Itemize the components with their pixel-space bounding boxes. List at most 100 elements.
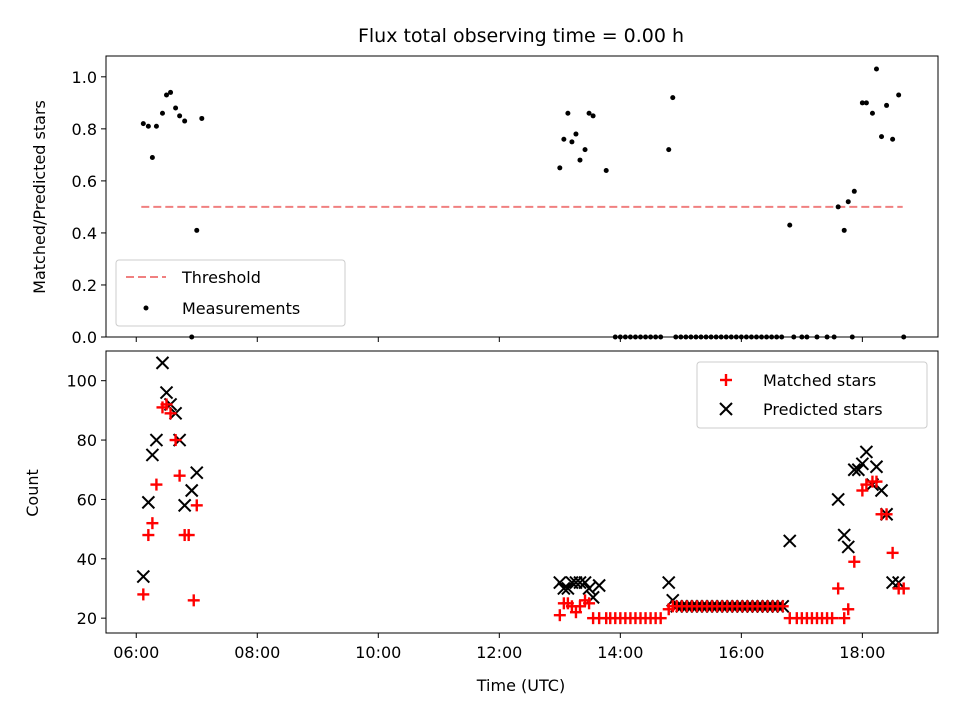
top-ytick-label: 0.6 <box>72 172 97 191</box>
bottom-xtick-label: 10:00 <box>355 643 401 662</box>
legend-predicted-swatch <box>719 402 733 416</box>
matched-star-point <box>187 594 200 607</box>
measurement-point: 06:20 0.81 <box>153 123 159 129</box>
matched-star-point <box>164 407 177 420</box>
predicted-star-point <box>592 578 606 593</box>
measurement-point: 16:48 0.43 <box>787 222 793 228</box>
measurement-point: 17:42 0.41 <box>841 227 847 233</box>
predicted-star-point <box>851 463 866 477</box>
top-ytick-label: 0.0 <box>72 328 97 347</box>
predicted-star-point <box>847 463 862 477</box>
legend-matched-swatch <box>720 374 732 386</box>
predicted-star-point <box>831 492 845 507</box>
measurement-point: 13:04 0.76 <box>561 136 567 142</box>
matched-star-point <box>654 612 667 625</box>
predicted-star-point <box>869 460 884 474</box>
matched-star-point <box>182 529 195 542</box>
matched-star-point <box>160 398 173 411</box>
predicted-star-point <box>582 581 596 596</box>
measurement-point: 13:16 0.78 <box>573 131 579 137</box>
measurement-point: 17:52 0.56 <box>851 188 857 194</box>
top-ytick-label: 0.2 <box>72 276 97 295</box>
bottom-legend-box <box>696 361 928 429</box>
matched-star-point <box>146 517 159 530</box>
top-ytick-label: 0.8 <box>72 120 97 139</box>
measurement-point: 13:33 0.85 <box>590 113 596 119</box>
bottom-ytick-label: 40 <box>77 550 97 569</box>
measurement-point: 18:14 1.03 <box>873 66 879 72</box>
matched-star-point <box>553 609 566 622</box>
predicted-star-point <box>136 569 151 584</box>
legend-matched-label: Matched stars <box>763 371 876 390</box>
measurement-point: 18:30 0.76 <box>890 136 896 142</box>
bottom-xtick-label: 14:00 <box>597 643 643 662</box>
predicted-star-point <box>159 385 174 400</box>
predicted-star-point <box>578 575 592 590</box>
top-plot-frame <box>105 55 939 338</box>
matched-star-point <box>142 529 155 542</box>
matched-star-point <box>173 469 186 482</box>
predicted-star-point <box>783 534 797 548</box>
measurement-point: 07:05 0.84 <box>199 115 205 121</box>
matched-star-point <box>886 546 899 559</box>
measurement-point: 06:12 0.81 <box>145 123 151 129</box>
matched-star-point <box>826 612 839 625</box>
measurement-point: 18:00 0.9 <box>859 100 865 106</box>
bottom-xtick-label: 08:00 <box>234 643 280 662</box>
top-ytick-label: 0.4 <box>72 224 97 243</box>
measurement-point: 07:00 0.41 <box>194 227 200 233</box>
bottom-ylabel: Count <box>23 469 42 517</box>
measurement-point: 06:30 0.93 <box>164 92 170 98</box>
top-legend: Threshold Measurements <box>115 259 346 327</box>
matched-star-point <box>870 475 883 488</box>
matched-star-point <box>897 582 910 595</box>
top-ylabel: Matched/Predicted stars <box>30 100 49 294</box>
top-panel: 0.00.20.40.60.81.0 06:07 0.8206:12 0.810… <box>30 55 939 347</box>
measurement-point: 13:00 0.65 <box>557 165 563 171</box>
bottom-ytick-label: 20 <box>77 609 97 628</box>
measurement-point: 13:46 0.64 <box>603 167 609 173</box>
matched-star-point <box>137 588 150 601</box>
legend-measurements-label: Measurements <box>182 299 300 318</box>
predicted-star-point <box>841 540 855 554</box>
matched-star-point <box>842 603 855 616</box>
predicted-star-point <box>155 356 170 370</box>
bottom-xtick-group: 06:00 08:00 10:00 12:00 14:00 16:00 18:00 <box>113 633 885 662</box>
top-chart-title: Flux total observing time = 0.00 h <box>358 25 684 47</box>
legend-predicted-label: Predicted stars <box>763 400 883 419</box>
measurement-point: 06:07 0.82 <box>140 121 146 127</box>
predicted-star-point <box>573 575 587 590</box>
legend-measurements-swatch <box>143 305 149 311</box>
matched-star-point <box>776 600 789 613</box>
measurement-point: 13:20 0.68 <box>577 157 583 163</box>
measurement-point: 06:43 0.85 <box>177 113 183 119</box>
bottom-ytick-group: 20 40 60 80 100 <box>66 372 106 628</box>
measurement-point: 14:52 0.92 <box>670 95 676 101</box>
bottom-panel: 20 40 60 80 100 06:00 08:00 10:00 12:00 14:00 16:… <box>23 350 939 695</box>
measurement-point: 06:39 0.88 <box>173 105 179 111</box>
bottom-ytick-label: 80 <box>77 431 97 450</box>
predicted-star-point <box>185 483 199 498</box>
bottom-xtick-label: 18:00 <box>839 643 885 662</box>
matched-star-point <box>190 499 203 512</box>
matched-star-point <box>169 434 182 447</box>
measurement-point: 18:36 0.93 <box>896 92 902 98</box>
measurement-point: 13:08 0.86 <box>565 110 571 116</box>
predicted-star-point <box>837 528 851 542</box>
measurement-point: 18:19 0.77 <box>879 134 885 140</box>
bottom-legend: Matched stars Predicted stars <box>696 361 928 429</box>
matched-star-point <box>832 582 845 595</box>
matched-star-point <box>880 508 893 521</box>
matched-stars-group <box>137 398 910 625</box>
measurement-point: 14:48 0.72 <box>666 147 672 153</box>
bottom-xtick-label: 06:00 <box>113 643 159 662</box>
measurement-point: 13:12 0.75 <box>569 139 575 145</box>
bottom-ytick-label: 60 <box>77 490 97 509</box>
measurement-point: 06:34 0.94 <box>168 89 174 95</box>
bottom-ytick-label: 100 <box>66 372 97 391</box>
measurement-point: 17:46 0.52 <box>845 199 851 205</box>
measurement-point: 17:36 0.5 <box>835 204 841 210</box>
measurement-point: 18:10 0.86 <box>869 110 875 116</box>
matched-star-point <box>860 478 873 491</box>
